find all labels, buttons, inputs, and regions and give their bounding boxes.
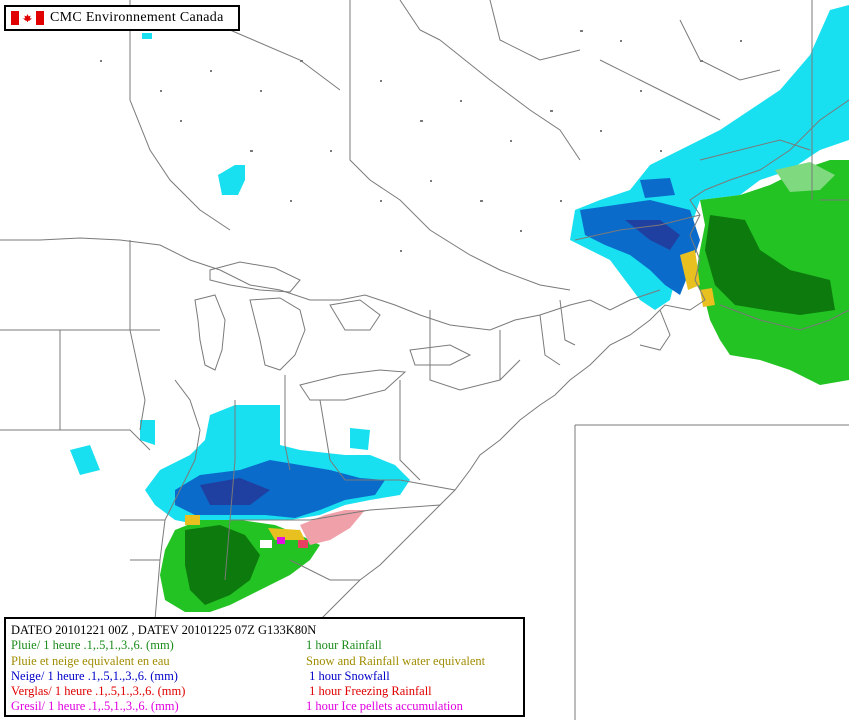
legend-row-freezing-rain: Verglas/ 1 heure .1,.5,1.,3.,6. (mm) 1 h… [11, 684, 523, 699]
legend-rain-en: 1 hour Rainfall [306, 638, 382, 653]
legend-row-water-equivalent: Pluie et neige equivalent en eau Snow an… [11, 654, 523, 669]
legend-rain-fr: Pluie/ 1 heure .1,.5,1.,3.,6. (mm) [11, 638, 174, 653]
mixed-southeast [185, 515, 200, 525]
rain-heavy-northeast [705, 215, 835, 315]
legend-ice-fr: Gresil/ 1 heure .1,.5,1.,3.,6. (mm) [11, 699, 179, 714]
legend-box: DATEO 20101221 00Z , DATEV 20101225 07Z … [4, 617, 525, 717]
legend-snow-fr: Neige/ 1 heure .1,.5,1.,3.,6. (mm) [11, 668, 178, 683]
canada-flag-icon [11, 11, 44, 25]
ice-pellets-spot [277, 537, 285, 544]
snow-area-indiana [140, 420, 155, 445]
map-title: CMC Environnement Canada [50, 10, 224, 25]
snow-area-ohio [350, 428, 370, 450]
legend-row-ice-pellets: Gresil/ 1 heure .1,.5,1.,3.,6. (mm) 1 ho… [11, 699, 523, 714]
legend-header: DATEO 20101221 00Z , DATEV 20101225 07Z … [11, 623, 317, 637]
mixed-northeast-2 [700, 288, 715, 307]
title-box: CMC Environnement Canada [4, 5, 240, 31]
legend-water-en: Snow and Rainfall water equivalent [306, 653, 486, 668]
legend-water-fr: Pluie et neige equivalent en eau [11, 653, 170, 668]
snow-area-west [70, 445, 100, 475]
rain-heavy-southeast [185, 525, 260, 605]
snow-moderate-northeast-2 [640, 178, 675, 198]
legend-freezing-en: 1 hour Freezing Rainfall [306, 684, 432, 699]
legend-ice-en: 1 hour Ice pellets accumulation [306, 699, 463, 714]
snow-heavy-southeast [200, 478, 270, 505]
legend-row-rain: Pluie/ 1 heure .1,.5,1.,3.,6. (mm) 1 hou… [11, 638, 523, 653]
legend-row-snow: Neige/ 1 heure .1,.5,1.,3.,6. (mm) 1 hou… [11, 669, 523, 684]
legend-snow-en: 1 hour Snowfall [306, 668, 390, 683]
snow-moderate-northeast [580, 200, 700, 295]
rain-light-northeast [775, 162, 835, 192]
lakes-texture [100, 30, 742, 252]
legend-freezing-fr: Verglas/ 1 heure .1,.5,1.,3.,6. (mm) [11, 684, 186, 699]
snow-area-labrador [825, 15, 849, 90]
snow-area-ontario [218, 165, 245, 195]
freezing-rain-heavy [298, 540, 308, 548]
